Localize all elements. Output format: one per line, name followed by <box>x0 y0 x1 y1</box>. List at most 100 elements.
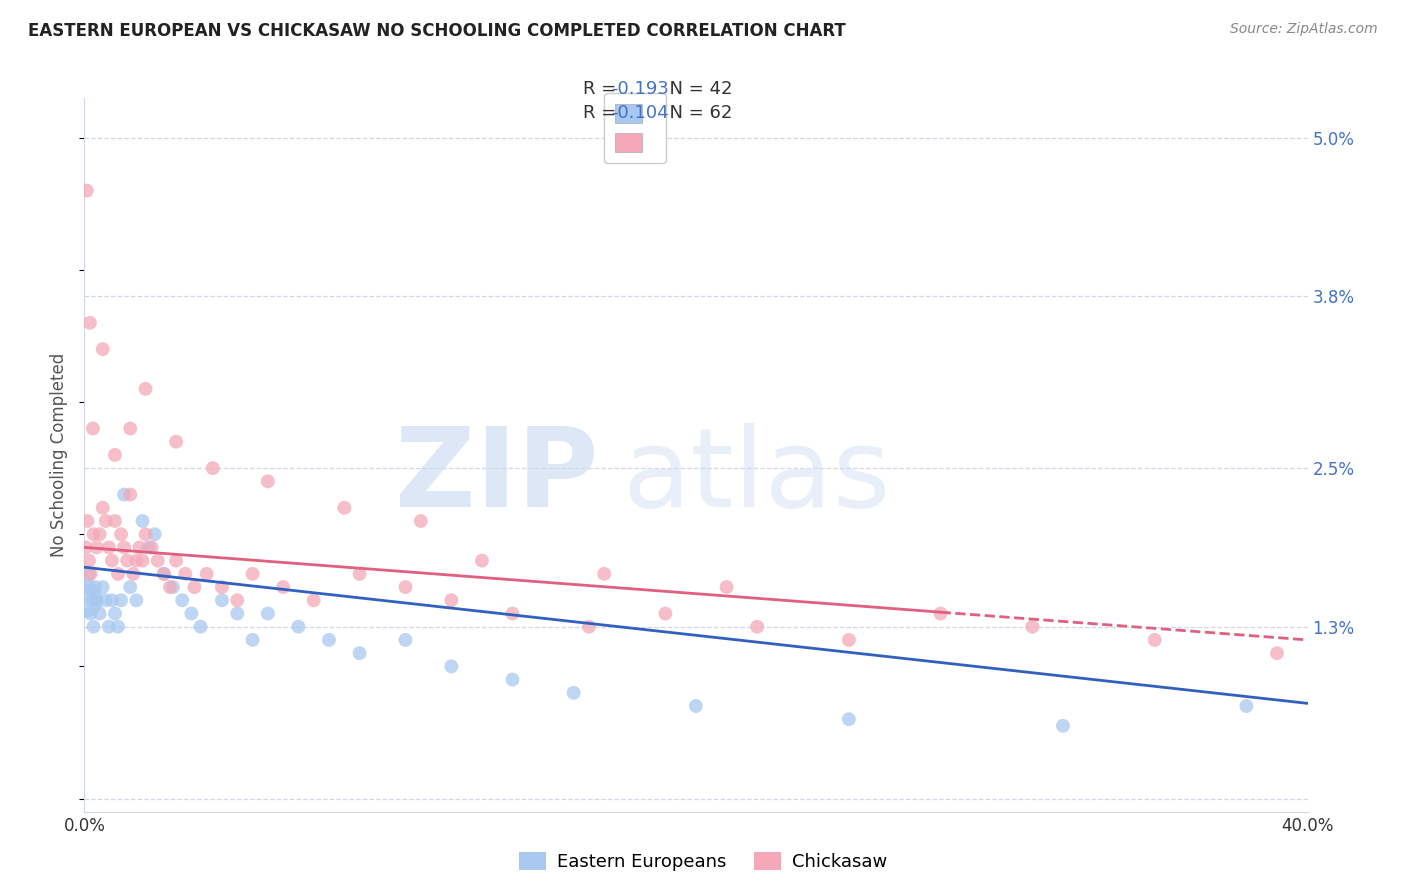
Point <box>80 593 103 607</box>
Point <box>146 554 169 568</box>
Point <box>302 593 325 607</box>
Text: R =: R = <box>583 104 623 122</box>
Point <box>1143 632 1166 647</box>
Point <box>838 632 860 647</box>
Text: R =: R = <box>583 80 623 98</box>
Point <box>242 566 264 581</box>
Point <box>271 580 294 594</box>
Point <box>120 487 142 501</box>
Point <box>128 541 150 555</box>
Point <box>440 593 463 607</box>
Point <box>94 514 117 528</box>
Point <box>110 593 132 607</box>
Point <box>226 593 249 607</box>
Point <box>394 632 416 647</box>
Point <box>84 580 107 594</box>
Point <box>91 580 114 594</box>
Point <box>838 712 860 726</box>
Point <box>440 659 463 673</box>
Point <box>242 632 264 647</box>
Point <box>77 580 100 594</box>
Point <box>131 514 153 528</box>
Point <box>107 620 129 634</box>
Point <box>110 527 132 541</box>
Point <box>201 461 224 475</box>
Legend: Eastern Europeans, Chickasaw: Eastern Europeans, Chickasaw <box>512 845 894 879</box>
Point <box>120 580 142 594</box>
Point <box>165 434 187 449</box>
Point <box>86 593 108 607</box>
Text: ZIP: ZIP <box>395 423 598 530</box>
Point <box>131 554 153 568</box>
Text: N = 42: N = 42 <box>658 80 733 98</box>
Point <box>685 698 707 713</box>
Legend: , : , <box>605 93 665 163</box>
Text: N = 62: N = 62 <box>658 104 733 122</box>
Point <box>75 541 97 555</box>
Point <box>1265 646 1288 660</box>
Point <box>349 566 371 581</box>
Point <box>747 620 769 634</box>
Text: atlas: atlas <box>623 423 891 530</box>
Point <box>1052 719 1074 733</box>
Point <box>174 566 197 581</box>
Point <box>112 487 135 501</box>
Point <box>502 673 524 687</box>
Point <box>83 527 105 541</box>
Point <box>211 580 233 594</box>
Point <box>929 607 952 621</box>
Point <box>135 382 157 396</box>
Point <box>1021 620 1043 634</box>
Point <box>125 593 148 607</box>
Point <box>76 514 98 528</box>
Point <box>349 646 371 660</box>
Point <box>104 448 127 462</box>
Point <box>318 632 340 647</box>
Point <box>91 342 114 356</box>
Point <box>79 607 101 621</box>
Point <box>172 593 194 607</box>
Point <box>211 593 233 607</box>
Point <box>89 607 111 621</box>
Point <box>104 607 127 621</box>
Point <box>162 580 184 594</box>
Point <box>143 527 166 541</box>
Point <box>79 566 101 581</box>
Point <box>97 541 120 555</box>
Point <box>165 554 187 568</box>
Point <box>153 566 176 581</box>
Point <box>593 566 616 581</box>
Text: -0.193: -0.193 <box>612 80 669 98</box>
Point <box>120 421 142 435</box>
Point <box>409 514 432 528</box>
Point <box>94 593 117 607</box>
Point <box>76 184 98 198</box>
Point <box>82 421 104 435</box>
Point <box>471 554 494 568</box>
Point <box>75 593 97 607</box>
Point <box>502 607 524 621</box>
Point <box>112 541 135 555</box>
Point <box>1236 698 1258 713</box>
Point <box>226 607 249 621</box>
Point <box>83 620 105 634</box>
Text: Source: ZipAtlas.com: Source: ZipAtlas.com <box>1230 22 1378 37</box>
Point <box>101 593 124 607</box>
Point <box>333 500 356 515</box>
Y-axis label: No Schooling Completed: No Schooling Completed <box>51 353 69 557</box>
Point <box>654 607 676 621</box>
Point <box>394 580 416 594</box>
Point <box>79 316 101 330</box>
Point <box>115 554 138 568</box>
Point <box>195 566 218 581</box>
Point <box>107 566 129 581</box>
Point <box>77 554 100 568</box>
Point <box>135 527 157 541</box>
Point <box>287 620 309 634</box>
Point <box>97 620 120 634</box>
Point <box>716 580 738 594</box>
Point <box>91 500 114 515</box>
Point <box>257 607 280 621</box>
Point <box>89 527 111 541</box>
Point <box>138 541 160 555</box>
